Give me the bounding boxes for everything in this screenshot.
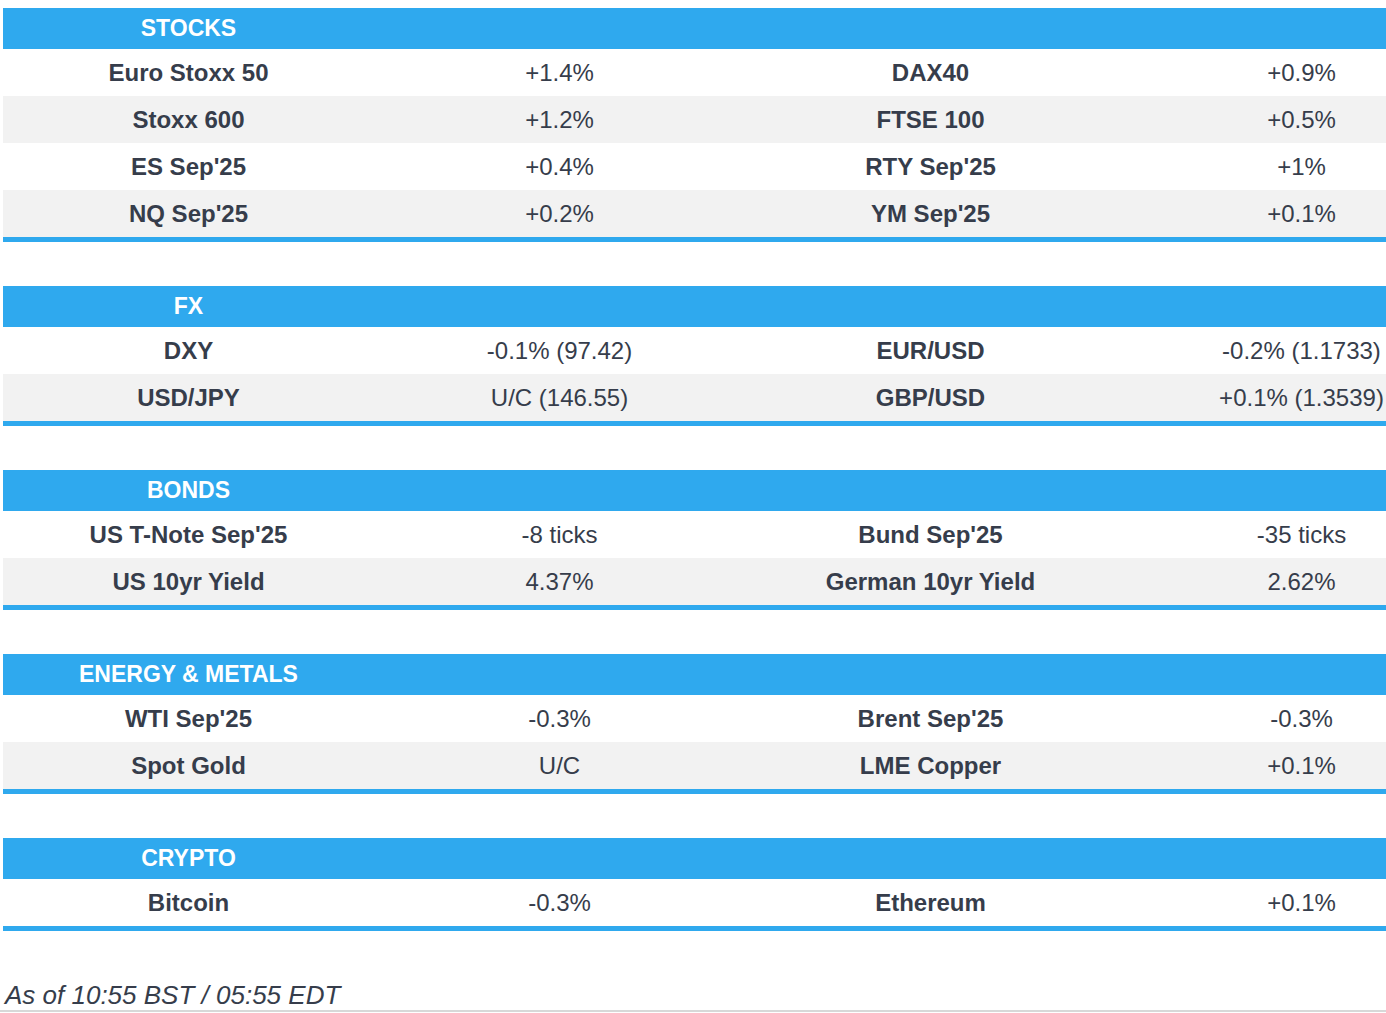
table-row: WTI Sep'25 -0.3% Brent Sep'25 -0.3%: [3, 695, 1386, 742]
instrument-value: -0.2% (1.1733): [1116, 327, 1386, 374]
section-energy-metals-header: ENERGY & METALS: [3, 654, 1386, 695]
instrument-value: +0.5%: [1116, 96, 1386, 143]
table-row: Bitcoin -0.3% Ethereum +0.1%: [3, 879, 1386, 926]
instrument-value: -8 ticks: [374, 511, 745, 558]
instrument-label: US T-Note Sep'25: [3, 511, 374, 558]
instrument-label: Euro Stoxx 50: [3, 49, 374, 96]
instrument-label: Stoxx 600: [3, 96, 374, 143]
table-row: DXY -0.1% (97.42) EUR/USD -0.2% (1.1733): [3, 327, 1386, 374]
instrument-label: Bitcoin: [3, 879, 374, 926]
instrument-value: +1%: [1116, 143, 1386, 190]
instrument-label: NQ Sep'25: [3, 190, 374, 237]
section-fx: FX DXY -0.1% (97.42) EUR/USD -0.2% (1.17…: [3, 286, 1386, 426]
table-row: NQ Sep'25 +0.2% YM Sep'25 +0.1%: [3, 190, 1386, 237]
instrument-value: U/C: [374, 742, 745, 789]
table-row: USD/JPY U/C (146.55) GBP/USD +0.1% (1.35…: [3, 374, 1386, 421]
instrument-label: DAX40: [745, 49, 1116, 96]
section-bonds: BONDS US T-Note Sep'25 -8 ticks Bund Sep…: [3, 470, 1386, 610]
instrument-label: Bund Sep'25: [745, 511, 1116, 558]
instrument-value: -0.1% (97.42): [374, 327, 745, 374]
table-row: US T-Note Sep'25 -8 ticks Bund Sep'25 -3…: [3, 511, 1386, 558]
instrument-value: -35 ticks: [1116, 511, 1386, 558]
instrument-label: USD/JPY: [3, 374, 374, 421]
table-row: US 10yr Yield 4.37% German 10yr Yield 2.…: [3, 558, 1386, 605]
instrument-label: RTY Sep'25: [745, 143, 1116, 190]
instrument-value: +0.1%: [1116, 190, 1386, 237]
section-stocks-header: STOCKS: [3, 8, 1386, 49]
section-energy-metals: ENERGY & METALS WTI Sep'25 -0.3% Brent S…: [3, 654, 1386, 794]
as-of-timestamp: As of 10:55 BST / 05:55 EDT: [5, 981, 340, 1009]
instrument-label: DXY: [3, 327, 374, 374]
instrument-value: -0.3%: [1116, 695, 1386, 742]
instrument-value: +1.4%: [374, 49, 745, 96]
instrument-label: ES Sep'25: [3, 143, 374, 190]
instrument-label: Brent Sep'25: [745, 695, 1116, 742]
instrument-value: 4.37%: [374, 558, 745, 605]
instrument-label: Spot Gold: [3, 742, 374, 789]
instrument-value: +0.2%: [374, 190, 745, 237]
instrument-value: +0.1%: [1116, 742, 1386, 789]
section-title: FX: [3, 286, 374, 327]
section-crypto: CRYPTO Bitcoin -0.3% Ethereum +0.1%: [3, 838, 1386, 931]
bottom-divider: [0, 1010, 1386, 1012]
section-title: BONDS: [3, 470, 374, 511]
instrument-label: WTI Sep'25: [3, 695, 374, 742]
table-row: Spot Gold U/C LME Copper +0.1%: [3, 742, 1386, 789]
instrument-label: FTSE 100: [745, 96, 1116, 143]
instrument-value: +0.1% (1.3539): [1116, 374, 1386, 421]
instrument-label: YM Sep'25: [745, 190, 1116, 237]
instrument-value: U/C (146.55): [374, 374, 745, 421]
section-stocks: STOCKS Euro Stoxx 50 +1.4% DAX40 +0.9% S…: [3, 8, 1386, 242]
instrument-value: +1.2%: [374, 96, 745, 143]
instrument-label: Ethereum: [745, 879, 1116, 926]
instrument-label: GBP/USD: [745, 374, 1116, 421]
section-bonds-header: BONDS: [3, 470, 1386, 511]
instrument-value: +0.9%: [1116, 49, 1386, 96]
instrument-value: +0.4%: [374, 143, 745, 190]
market-wrap-table: STOCKS Euro Stoxx 50 +1.4% DAX40 +0.9% S…: [3, 8, 1386, 975]
table-row: ES Sep'25 +0.4% RTY Sep'25 +1%: [3, 143, 1386, 190]
instrument-label: US 10yr Yield: [3, 558, 374, 605]
instrument-value: 2.62%: [1116, 558, 1386, 605]
instrument-value: +0.1%: [1116, 879, 1386, 926]
instrument-label: LME Copper: [745, 742, 1116, 789]
instrument-value: -0.3%: [374, 879, 745, 926]
section-title: CRYPTO: [3, 838, 374, 879]
instrument-value: -0.3%: [374, 695, 745, 742]
section-fx-header: FX: [3, 286, 1386, 327]
table-row: Euro Stoxx 50 +1.4% DAX40 +0.9%: [3, 49, 1386, 96]
instrument-label: EUR/USD: [745, 327, 1116, 374]
instrument-label: German 10yr Yield: [745, 558, 1116, 605]
section-crypto-header: CRYPTO: [3, 838, 1386, 879]
table-row: Stoxx 600 +1.2% FTSE 100 +0.5%: [3, 96, 1386, 143]
section-title: STOCKS: [3, 8, 374, 49]
section-title: ENERGY & METALS: [3, 654, 374, 695]
